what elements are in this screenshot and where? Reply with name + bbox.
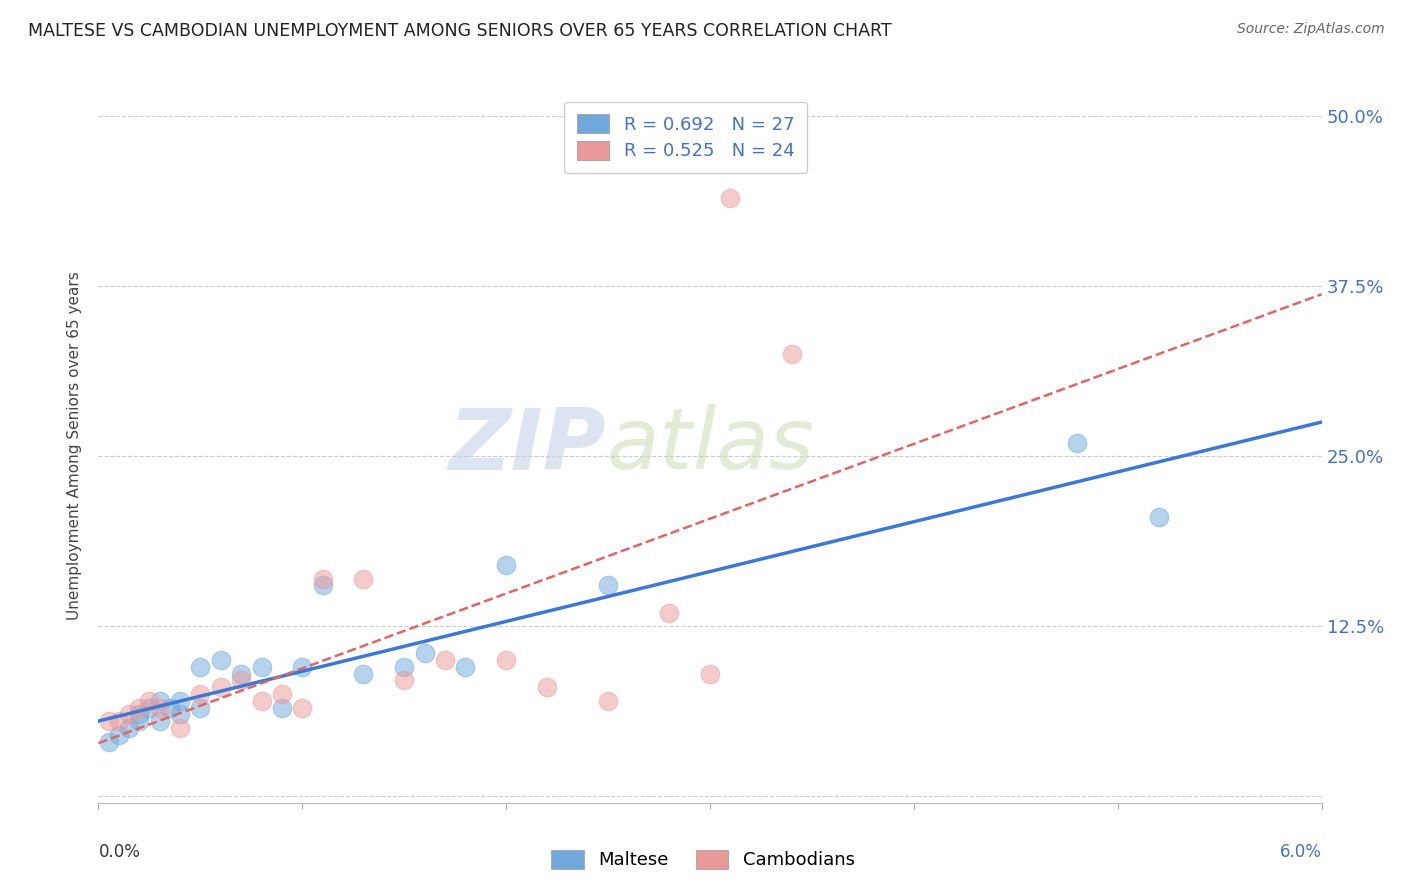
Legend: R = 0.692   N = 27, R = 0.525   N = 24: R = 0.692 N = 27, R = 0.525 N = 24: [564, 102, 807, 173]
Point: [392, 673, 416, 688]
Point: [188, 687, 212, 701]
Text: 6.0%: 6.0%: [1279, 843, 1322, 861]
Point: [250, 660, 273, 674]
Point: [108, 714, 131, 729]
Text: MALTESE VS CAMBODIAN UNEMPLOYMENT AMONG SENIORS OVER 65 YEARS CORRELATION CHART: MALTESE VS CAMBODIAN UNEMPLOYMENT AMONG …: [28, 22, 891, 40]
Text: ZIP: ZIP: [449, 404, 606, 488]
Point: [598, 694, 620, 708]
Point: [352, 666, 374, 681]
Point: [658, 606, 681, 620]
Point: [209, 653, 232, 667]
Point: [311, 578, 335, 592]
Point: [118, 707, 141, 722]
Point: [536, 680, 558, 694]
Point: [169, 721, 191, 735]
Point: [250, 694, 273, 708]
Point: [1066, 435, 1088, 450]
Point: [149, 714, 172, 729]
Point: [495, 653, 517, 667]
Point: [108, 728, 131, 742]
Point: [392, 660, 416, 674]
Point: [169, 694, 191, 708]
Point: [97, 734, 120, 748]
Point: [128, 700, 150, 714]
Point: [352, 572, 374, 586]
Point: [188, 660, 212, 674]
Point: [128, 707, 150, 722]
Point: [454, 660, 477, 674]
Point: [97, 714, 120, 729]
Point: [780, 347, 803, 361]
Point: [1147, 510, 1170, 524]
Point: [291, 660, 314, 674]
Point: [169, 707, 191, 722]
Point: [413, 646, 436, 660]
Point: [209, 680, 232, 694]
Point: [718, 191, 742, 205]
Point: [231, 666, 253, 681]
Text: Source: ZipAtlas.com: Source: ZipAtlas.com: [1237, 22, 1385, 37]
Y-axis label: Unemployment Among Seniors over 65 years: Unemployment Among Seniors over 65 years: [67, 272, 83, 620]
Text: 0.0%: 0.0%: [98, 843, 141, 861]
Point: [699, 666, 721, 681]
Point: [270, 700, 292, 714]
Point: [188, 700, 212, 714]
Point: [433, 653, 456, 667]
Point: [138, 694, 160, 708]
Point: [149, 694, 172, 708]
Point: [291, 700, 314, 714]
Point: [270, 687, 292, 701]
Point: [311, 572, 335, 586]
Point: [138, 700, 160, 714]
Point: [118, 721, 141, 735]
Legend: Maltese, Cambodians: Maltese, Cambodians: [543, 841, 863, 879]
Text: atlas: atlas: [606, 404, 814, 488]
Point: [495, 558, 517, 572]
Point: [159, 700, 181, 714]
Point: [128, 714, 150, 729]
Point: [149, 700, 172, 714]
Point: [231, 673, 253, 688]
Point: [598, 578, 620, 592]
